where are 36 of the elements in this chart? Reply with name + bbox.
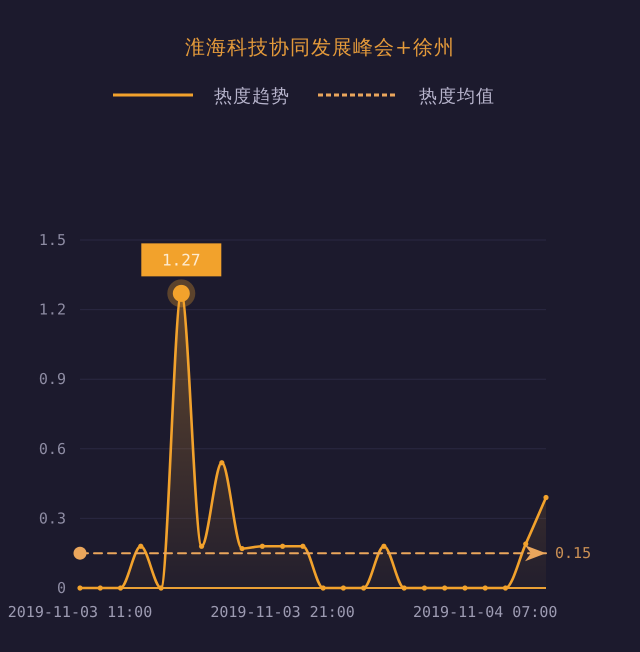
- point: [138, 544, 144, 549]
- chart-title: 淮海科技协同发展峰会+徐州: [185, 35, 455, 59]
- legend-label: 热度均值: [419, 86, 495, 107]
- point: [381, 544, 387, 549]
- point: [158, 585, 164, 591]
- point: [482, 585, 488, 591]
- point: [340, 585, 346, 591]
- point: [300, 544, 306, 549]
- point: [98, 585, 103, 591]
- y-tick-label: 0.9: [38, 370, 66, 388]
- y-tick-label: 0.6: [38, 440, 66, 458]
- point: [77, 585, 83, 591]
- y-tick-label: 1.2: [38, 300, 66, 319]
- point: [462, 585, 468, 591]
- data-label: 1.27: [162, 250, 201, 270]
- x-tick-label: 2019-11-04 07:00: [412, 603, 558, 621]
- legend-label: 热度趋势: [214, 86, 290, 107]
- point: [198, 544, 204, 549]
- data-label: 0.15: [555, 544, 592, 562]
- point: [361, 585, 366, 591]
- point: [219, 460, 224, 466]
- point: [442, 585, 448, 591]
- y-tick-label: 1.5: [38, 231, 66, 249]
- point: [543, 494, 549, 500]
- y-tick-label: 0: [56, 579, 66, 597]
- point: [239, 546, 245, 552]
- point: [402, 585, 407, 591]
- point: [280, 544, 286, 549]
- y-tick-label: 0.3: [38, 509, 66, 528]
- point: [320, 585, 326, 591]
- x-tick-label: 2019-11-03 11:00: [8, 603, 152, 621]
- point: [118, 585, 124, 591]
- point: [422, 585, 428, 591]
- point: [260, 544, 265, 549]
- x-tick-label: 2019-11-03 21:00: [210, 603, 355, 621]
- point: [502, 585, 508, 591]
